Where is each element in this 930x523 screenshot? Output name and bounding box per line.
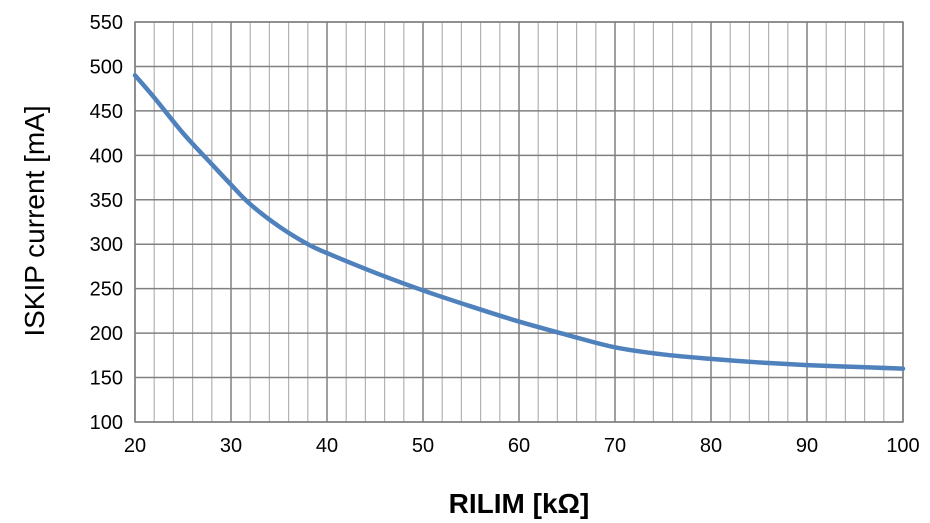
series-layer (132, 73, 906, 371)
x-tick-label: 50 (412, 435, 434, 457)
y-tick-label: 400 (90, 145, 123, 167)
y-tick-label: 100 (90, 412, 123, 434)
y-tick-label: 250 (90, 279, 123, 301)
x-tick-label: 40 (316, 435, 338, 457)
y-tick-label: 450 (90, 101, 123, 123)
x-tick-label: 100 (886, 435, 919, 457)
x-tick-label: 30 (220, 435, 242, 457)
y-tick-labels: 100 150 200 250 300 350 400 450 500 550 (90, 12, 123, 434)
series-line-0 (132, 73, 906, 371)
plot-area-frame (134, 21, 904, 423)
y-tick-label: 350 (90, 190, 123, 212)
y-tick-label: 300 (90, 234, 123, 256)
x-tick-label: 70 (604, 435, 626, 457)
x-tick-label: 60 (508, 435, 530, 457)
y-tick-label: 550 (90, 12, 123, 34)
y-tick-label: 150 (90, 368, 123, 390)
x-axis-label: RILIM [kΩ] (449, 488, 590, 519)
y-axis-label: ISKIP current [mA] (19, 105, 50, 336)
x-tick-label: 80 (700, 435, 722, 457)
x-tick-label: 90 (796, 435, 818, 457)
y-tick-label: 200 (90, 323, 123, 345)
x-tick-label: 20 (124, 435, 146, 457)
x-tick-labels: 20 30 40 50 60 70 80 90 100 (124, 435, 920, 457)
y-tick-label: 500 (90, 56, 123, 78)
